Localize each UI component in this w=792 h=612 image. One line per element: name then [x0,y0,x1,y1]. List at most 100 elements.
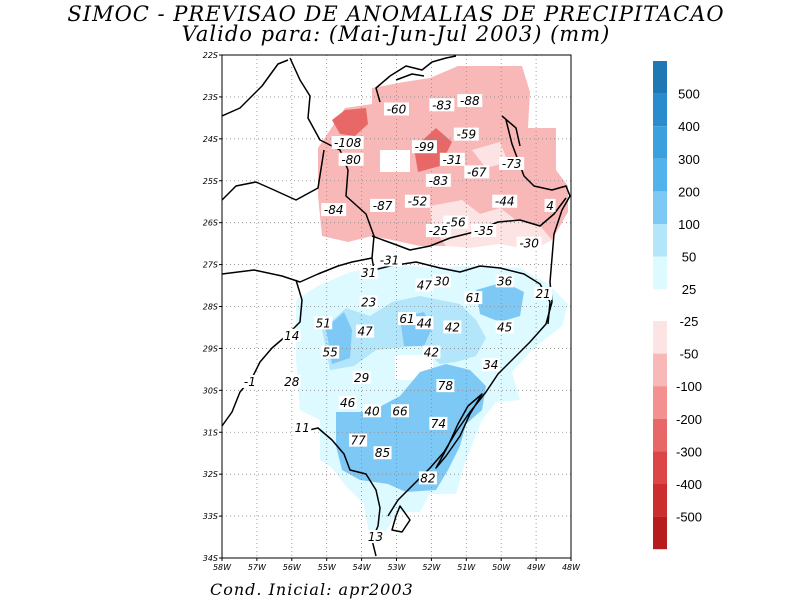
anomaly-label: 66 [390,404,409,418]
anomaly-label: -35 [471,224,497,238]
anomaly-label: -52 [404,194,430,209]
anomaly-label-bg [544,198,556,212]
anomaly-label-bg [457,94,483,108]
anomaly-labels: -60 -83 -88-59-108 -99-80 -31-67-73-83-52 -44… [240,94,556,544]
colorbar-label: 200 [678,184,700,199]
anomaly-label-bg [422,345,441,359]
anomaly-label-text: 78 [438,379,454,393]
anomaly-label: -73 [499,156,525,171]
anomaly-label-text: 47 [417,279,433,293]
anomaly-label-text: 21 [535,287,550,301]
lagoa-mirim [391,505,411,533]
anomaly-label: 45 [495,320,514,334]
colorbar-swatch [653,61,667,94]
anomaly-label-bg [464,291,483,305]
anomaly-label: 11 [293,421,312,435]
anomaly-label: -31 [439,152,465,167]
anomaly-label-text: 23 [361,295,376,309]
anomaly-label-bg [356,324,375,338]
anomaly-label: -87 [370,198,396,213]
anomaly-label-bg [439,152,465,166]
lat-tick-label: 26S [203,219,218,228]
anomaly-label: 4 [544,198,556,213]
lat-tick-label: 25S [203,177,218,186]
anomaly-label: -59 [453,128,479,142]
anomaly-label-text: 40 [364,404,380,418]
anomaly-label: 85 [373,446,392,460]
parana-state-border [375,55,457,103]
colorbar-label: -100 [676,379,702,394]
anomaly-label-bg [411,140,437,154]
colorbar-swatch [653,451,667,484]
colorbar-label: -200 [676,412,702,427]
anomaly-label: 40 [363,404,382,418]
lon-tick-label: 50W [492,563,511,572]
anomaly-label: 82 [418,471,437,485]
anomaly-label-bg [321,203,347,217]
anomaly-label-text: 77 [350,434,366,448]
anomaly-label-text: 51 [316,316,331,330]
anomaly-label: 47 [415,278,434,293]
anomaly-label-text: 55 [323,346,338,360]
anomaly-label-text: -30 [519,237,539,251]
anomaly-label: 55 [321,345,340,360]
anomaly-label-bg [534,286,553,300]
anomaly-label-text: 4 [546,199,554,213]
lat-tick-label: 31S [203,428,218,437]
longitude-ticks: 58W 57W 56W 55W 54W 53W 52W 51W 50W 49W 48W [213,558,581,572]
anomaly-label-bg [404,194,430,208]
anomaly-label: 78 [436,379,455,393]
colorbar: 500 400 300 200 100 50 25 -25 -50 -100 -200 -300 -40… [653,61,702,550]
anomaly-label: 30 [432,274,451,288]
border-west-low [222,257,373,283]
anomaly-label-text: -35 [474,224,494,238]
anomaly-label-text: 61 [399,312,414,326]
lon-tick-label: 58W [213,563,232,572]
colorbar-swatch [653,93,667,127]
lat-tick-label: 32S [203,470,218,479]
anomaly-label-bg [331,136,364,150]
anomaly-label: -108 [331,136,364,150]
map-subtitle: Valido para: (Mai-Jun-Jul 2003) (mm) [181,22,611,46]
anomaly-label-text: -25 [429,224,449,238]
anomaly-label-text: -83 [429,174,449,188]
anomaly-label: 23 [359,295,378,309]
colorbar-swatch [653,418,667,452]
anomaly-label-bg [282,328,301,342]
anomaly-label: -25 [425,224,451,238]
anomaly-label-text: 47 [357,325,373,339]
anomaly-label-bg [471,224,497,238]
boundary-lines [222,55,571,557]
colorbar-label: -300 [676,444,702,459]
anomaly-label: -1 [240,374,259,389]
lat-tick-label: 23S [203,93,218,102]
colorbar-swatch [653,224,667,257]
lon-tick-label: 54W [353,563,372,572]
anomaly-label-bg [293,421,312,435]
lat-tick-label: 27S [203,261,218,270]
anomaly-label-bg [366,530,385,544]
anomaly-label: 44 [415,316,434,330]
anomaly-label-text: -88 [460,94,480,108]
anomaly-label-bg [415,316,434,330]
border-west-mid [222,149,325,201]
anomaly-label: -84 [321,203,347,217]
colorbar-swatch [653,191,667,224]
lon-tick-label: 55W [318,563,337,572]
anomaly-label-bg [338,395,357,409]
colorbar-swatch [653,484,667,517]
border-west-upper [222,59,289,117]
anomaly-label-bg [370,198,396,212]
anomaly-label-bg [495,320,514,334]
anomaly-label: -99 [411,140,437,154]
anomaly-label-bg [492,194,518,208]
anomaly-label-bg [481,358,500,372]
anomaly-label: -88 [457,94,483,108]
anomaly-label: 13 [366,530,385,544]
anomaly-label: 77 [349,433,368,448]
anomaly-label-bg [377,253,403,267]
rs-west-border [222,279,303,427]
anomaly-label: 34 [481,358,500,372]
anomaly-label-bg [397,312,416,326]
negative-anomaly-region-mid [332,108,368,136]
